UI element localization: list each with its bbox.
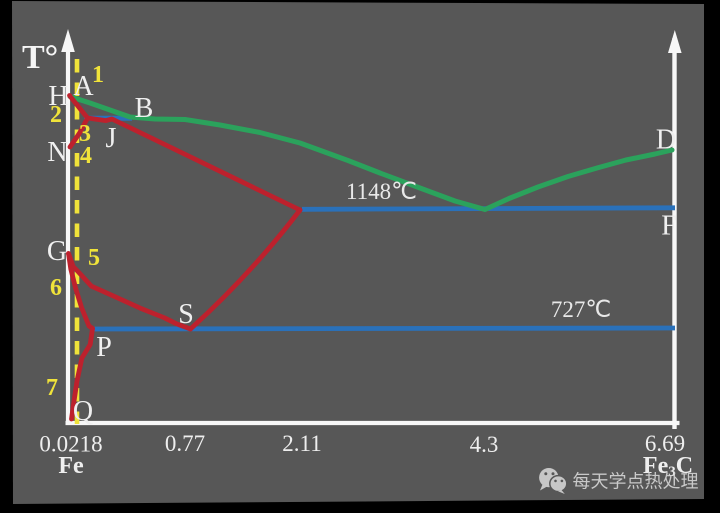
svg-text:6: 6 [50,275,62,301]
svg-text:1: 1 [92,62,104,88]
svg-text:7: 7 [46,375,58,401]
svg-text:3: 3 [79,121,91,147]
svg-text:0.0218: 0.0218 [39,432,102,457]
svg-text:T°: T° [22,39,58,76]
svg-text:6.69: 6.69 [645,431,685,456]
svg-text:D: D [656,125,676,156]
svg-text:J: J [106,123,117,154]
svg-text:N: N [47,137,67,168]
svg-text:G: G [47,236,67,267]
svg-text:每天学点热处理: 每天学点热处理 [573,472,699,492]
svg-text:F: F [661,211,677,242]
svg-text:1148℃: 1148℃ [346,179,417,204]
svg-text:B: B [135,93,154,124]
svg-text:Fe: Fe [58,453,84,479]
svg-text:Fe3C: Fe3C [643,453,693,480]
svg-text:2: 2 [50,102,62,128]
svg-text:4.3: 4.3 [470,432,499,457]
svg-text:Q: Q [73,396,93,427]
svg-text:5: 5 [88,245,100,271]
svg-text:727℃: 727℃ [551,297,611,322]
svg-text:2.11: 2.11 [282,431,321,456]
svg-text:0.77: 0.77 [165,431,205,456]
svg-text:H: H [48,81,68,112]
svg-text:A: A [73,71,94,102]
svg-text:P: P [96,332,112,363]
svg-text:S: S [178,299,194,330]
svg-text:4: 4 [80,143,92,169]
